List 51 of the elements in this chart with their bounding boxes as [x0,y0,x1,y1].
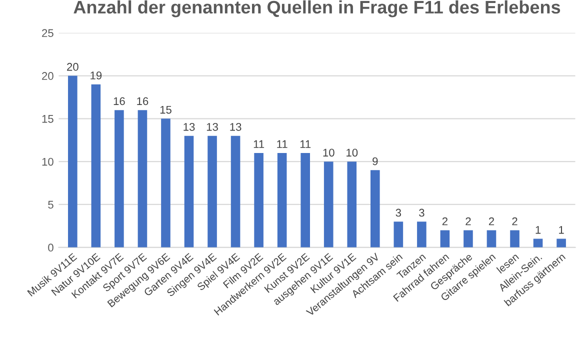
data-label: 11 [300,140,311,148]
data-label: 10 [346,148,358,157]
bar [324,162,334,248]
data-label: 19 [90,72,102,80]
data-label: 16 [114,97,125,106]
bar [440,230,450,248]
bar [347,162,357,248]
data-label: 10 [323,148,334,157]
bar [417,222,426,248]
data-label: 3 [419,208,424,217]
data-label: 13 [206,123,218,131]
data-label: 11 [277,140,288,148]
chart-title: Anzahl der genannten Quellen in Frage F11 des Erlebens [74,0,560,18]
bar [556,238,566,248]
data-label: 13 [230,123,242,131]
bar [370,170,380,248]
bar [300,153,310,248]
y-tick-label: 20 [42,72,54,80]
bar [184,136,194,248]
bar [208,136,217,248]
y-tick-label: 25 [42,29,54,38]
data-label: 2 [512,217,518,226]
bar [277,153,287,248]
bar [230,136,240,248]
data-label: 1 [536,226,541,234]
data-label: 11 [254,140,264,148]
bar [394,222,404,248]
bar [138,110,148,248]
y-tick-label: 5 [48,200,54,209]
data-label: 3 [396,208,402,217]
bar [161,118,170,248]
data-label: 1 [559,226,564,234]
bar [510,230,520,248]
y-tick-label: 15 [42,115,54,123]
data-label: 2 [466,217,471,226]
data-label: 15 [160,106,172,114]
bar [254,153,264,248]
bar [114,110,124,248]
data-label: 16 [137,97,148,106]
bar [91,84,101,248]
data-label: 2 [442,217,448,226]
y-tick-label: 10 [42,158,54,166]
y-tick-label: 0 [48,244,54,252]
data-label: 20 [67,62,78,71]
bar [68,76,78,248]
data-label: 9 [372,157,378,166]
bar [486,230,496,248]
bar [533,238,543,248]
bar [464,230,473,248]
data-label: 2 [488,217,494,226]
data-label: 13 [184,123,195,131]
